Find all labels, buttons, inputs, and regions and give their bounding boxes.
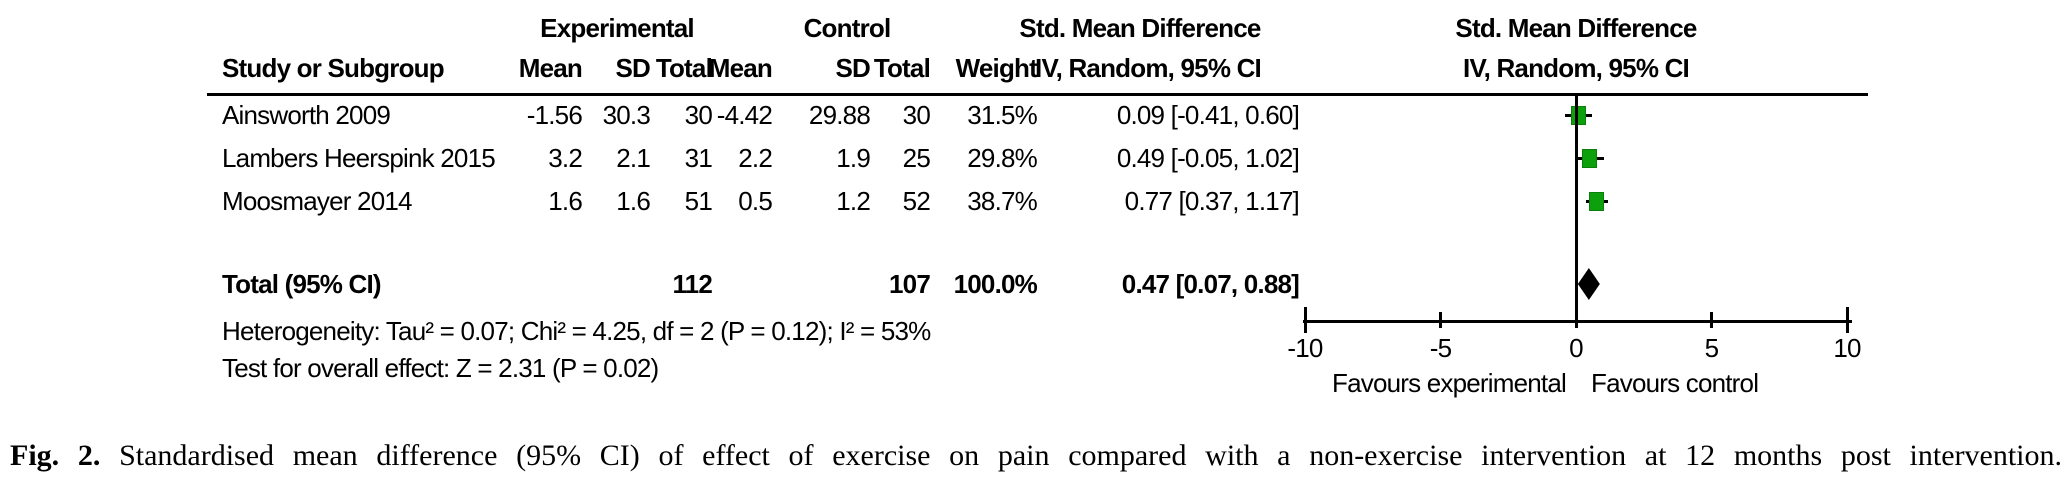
study-name: Lambers Heerspink 2015 bbox=[222, 143, 496, 173]
heterogeneity-text: Heterogeneity: Tau² = 0.07; Chi² = 4.25,… bbox=[222, 316, 931, 346]
axis-tick-label: 5 bbox=[1704, 333, 1719, 363]
col-header-total-ctrl: Total bbox=[873, 53, 931, 83]
total-row-label: Total (95% CI) bbox=[222, 269, 382, 299]
group-header-smd-table: Std. Mean Difference bbox=[1019, 13, 1261, 43]
favours-experimental-label: Favours experimental bbox=[1332, 368, 1567, 398]
study-name: Ainsworth 2009 bbox=[222, 100, 391, 130]
cell-ci_label: 0.49 [-0.05, 1.02] bbox=[1116, 143, 1300, 173]
axis-tick bbox=[1574, 312, 1578, 328]
x-axis-line bbox=[1303, 320, 1852, 323]
cell-sd_c: 1.9 bbox=[836, 143, 871, 173]
point-estimate-square bbox=[1570, 105, 1586, 125]
axis-tick bbox=[1710, 312, 1713, 328]
cell-sd_e: 2.1 bbox=[616, 143, 651, 173]
overall-effect-text: Test for overall effect: Z = 2.31 (P = 0… bbox=[222, 353, 659, 383]
col-header-weight: Weight bbox=[955, 53, 1038, 83]
point-estimate-square bbox=[1589, 191, 1605, 211]
axis-tick bbox=[1303, 307, 1307, 333]
zero-line bbox=[1575, 96, 1578, 322]
cell-mean_e: 3.2 bbox=[548, 143, 583, 173]
axis-tick-label: 0 bbox=[1569, 333, 1583, 363]
total-exp-n: 112 bbox=[672, 269, 712, 299]
cell-mean_c: -4.42 bbox=[716, 100, 773, 130]
group-header-smd-plot: Std. Mean Difference bbox=[1455, 13, 1697, 43]
col-header-ci-plot: IV, Random, 95% CI bbox=[1463, 53, 1690, 83]
cell-weight: 31.5% bbox=[967, 100, 1038, 130]
total-diamond bbox=[1577, 268, 1600, 300]
col-header-total-exp: Total bbox=[655, 53, 713, 83]
favours-control-label: Favours control bbox=[1591, 368, 1759, 398]
cell-ci_label: 0.09 [-0.41, 0.60] bbox=[1116, 100, 1300, 130]
point-estimate-square bbox=[1581, 148, 1597, 168]
caption-text: Standardised mean difference (95% CI) of… bbox=[119, 439, 2063, 472]
cell-mean_e: 1.6 bbox=[548, 186, 583, 216]
total-ci-text: 0.47 [0.07, 0.88] bbox=[1121, 269, 1300, 299]
axis-tick-label: 10 bbox=[1833, 333, 1861, 363]
cell-weight: 29.8% bbox=[967, 143, 1038, 173]
group-header-control: Control bbox=[803, 13, 892, 43]
cell-total_c: 25 bbox=[902, 143, 931, 173]
cell-sd_c: 1.2 bbox=[836, 186, 871, 216]
cell-mean_c: 0.5 bbox=[738, 186, 773, 216]
cell-mean_e: -1.56 bbox=[526, 100, 583, 130]
col-header-ci-table: IV, Random, 95% CI bbox=[1035, 53, 1262, 83]
total-ctrl-n: 107 bbox=[889, 269, 931, 299]
cell-mean_c: 2.2 bbox=[738, 143, 773, 173]
header-separator-line bbox=[207, 93, 1868, 96]
cell-total_e: 30 bbox=[684, 100, 713, 130]
total-weight: 100.0% bbox=[953, 269, 1038, 299]
axis-tick bbox=[1845, 307, 1849, 333]
caption-label: Fig. 2. bbox=[10, 439, 101, 472]
col-header-sd-exp: SD bbox=[615, 53, 650, 83]
cell-sd_e: 1.6 bbox=[616, 186, 651, 216]
cell-ci_label: 0.77 [0.37, 1.17] bbox=[1124, 186, 1300, 216]
cell-total_c: 30 bbox=[902, 100, 931, 130]
cell-sd_c: 29.88 bbox=[808, 100, 871, 130]
axis-tick-label: -10 bbox=[1287, 333, 1323, 363]
cell-total_e: 31 bbox=[684, 143, 713, 173]
col-header-mean-exp: Mean bbox=[518, 53, 583, 83]
col-header-mean-ctrl: Mean bbox=[708, 53, 773, 83]
cell-total_c: 52 bbox=[902, 186, 931, 216]
group-header-experimental: Experimental bbox=[540, 13, 694, 43]
cell-total_e: 51 bbox=[684, 186, 713, 216]
axis-tick-label: -5 bbox=[1429, 333, 1452, 363]
col-header-study: Study or Subgroup bbox=[222, 53, 445, 83]
cell-weight: 38.7% bbox=[967, 186, 1038, 216]
col-header-sd-ctrl: SD bbox=[835, 53, 870, 83]
study-name: Moosmayer 2014 bbox=[222, 186, 412, 216]
axis-tick bbox=[1439, 312, 1442, 328]
figure-caption: Fig. 2. Standardised mean difference (95… bbox=[10, 438, 2062, 474]
cell-sd_e: 30.3 bbox=[602, 100, 651, 130]
